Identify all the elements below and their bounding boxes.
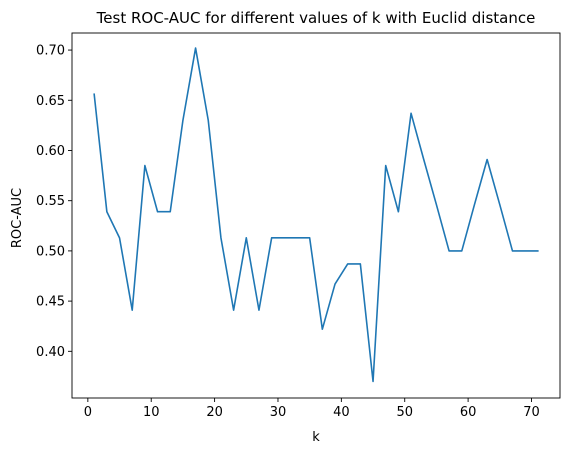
x-tick-label: 50	[396, 405, 413, 420]
series-line-1	[93, 47, 539, 383]
x-tick-label: 30	[270, 405, 287, 420]
y-tick-label: 0.65	[36, 94, 65, 109]
x-tick-label: 70	[523, 405, 540, 420]
y-tick-label: 0.40	[36, 345, 65, 360]
y-tick-label: 0.55	[36, 194, 65, 209]
plot-area	[93, 47, 539, 383]
axes: 0 10 20 30 40 50 60 70 0.40 0.45 0.50 0.55 0.60 0.65 0…	[36, 32, 561, 420]
y-tick-label: 0.45	[36, 295, 65, 310]
y-tick-label: 0.50	[36, 244, 65, 259]
y-tick-label: 0.70	[36, 44, 65, 59]
x-tick-label: 10	[143, 405, 160, 420]
axes-frame	[71, 32, 561, 399]
x-tick-label: 0	[84, 405, 92, 420]
y-tick-label: 0.60	[36, 144, 65, 159]
x-tick-label: 40	[333, 405, 350, 420]
chart-title: Test ROC-AUC for different values of k w…	[96, 9, 536, 27]
x-axis-label: k	[312, 430, 320, 445]
y-axis-label: ROC-AUC	[10, 188, 25, 248]
x-tick-label: 20	[206, 405, 223, 420]
x-tick-label: 60	[460, 405, 477, 420]
